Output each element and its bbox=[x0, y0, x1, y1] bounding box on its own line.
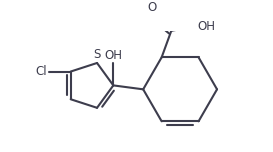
Text: OH: OH bbox=[104, 49, 122, 62]
Text: O: O bbox=[147, 1, 156, 14]
Text: S: S bbox=[93, 48, 101, 61]
Text: Cl: Cl bbox=[35, 65, 47, 78]
Text: OH: OH bbox=[198, 20, 216, 33]
